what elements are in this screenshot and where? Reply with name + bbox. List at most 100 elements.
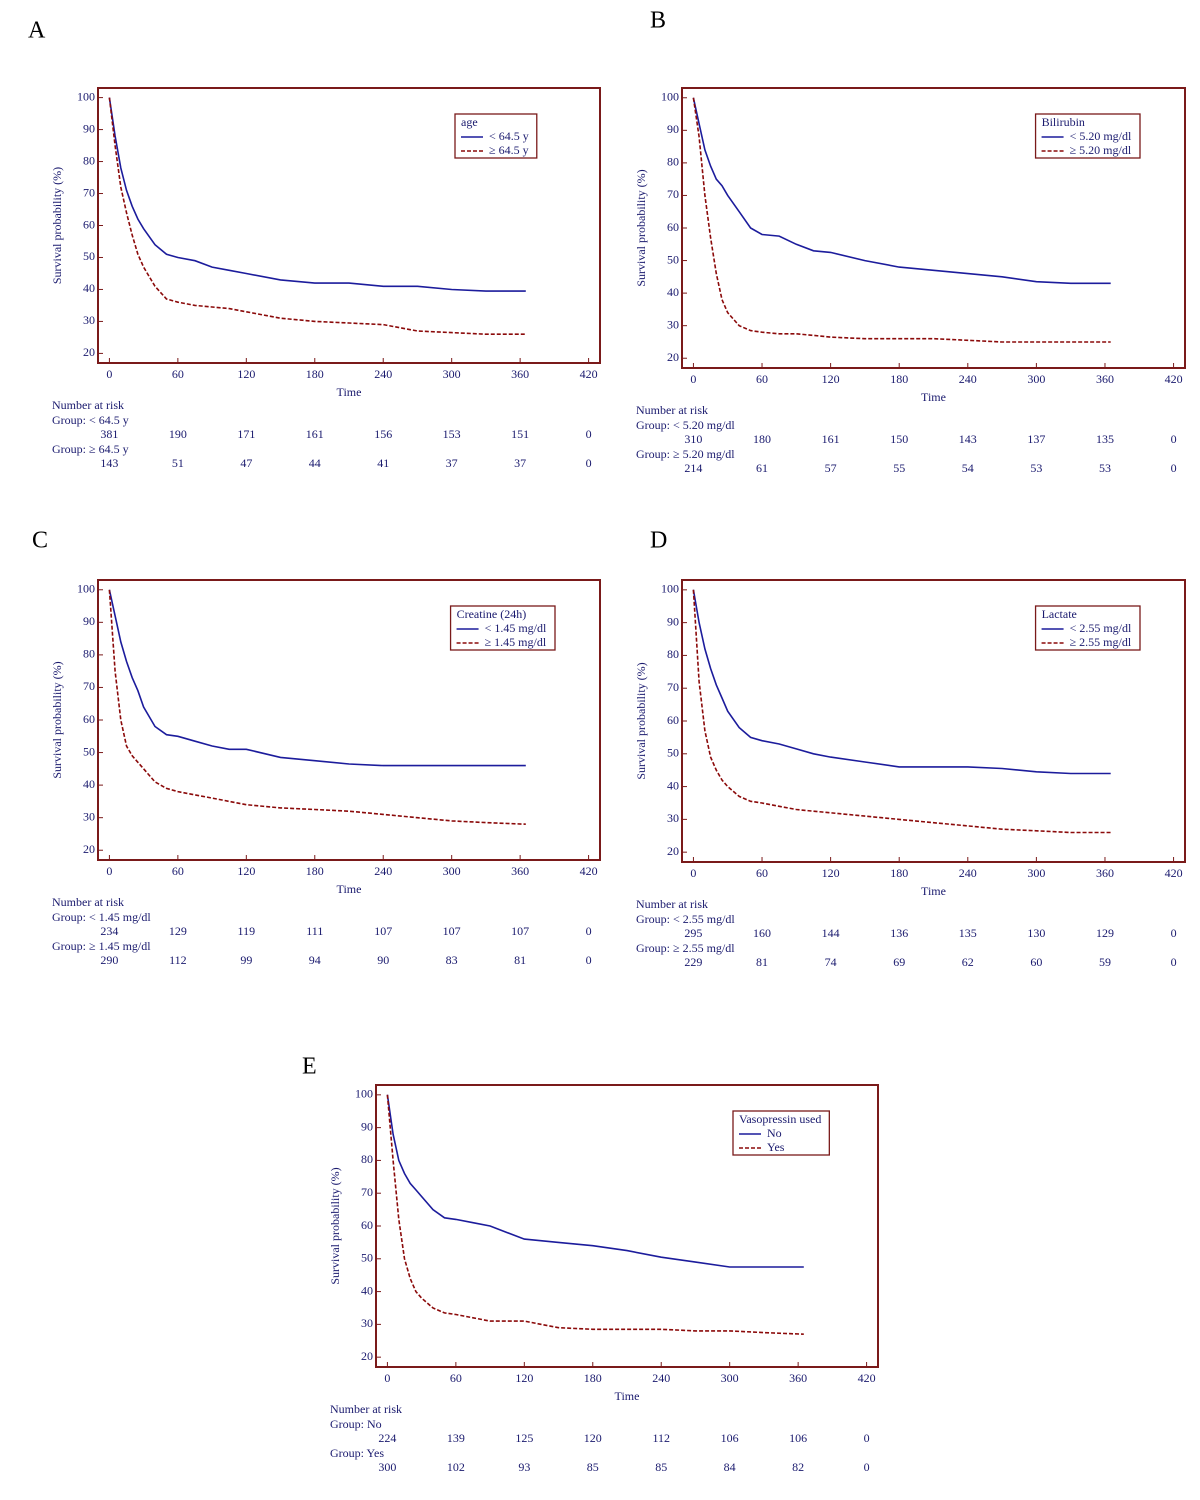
survival-curve [108,589,526,825]
y-tick-label: 80 [83,647,95,661]
risk-title: Number at risk [330,1402,402,1416]
legend-frame [449,605,556,651]
risk-group-label: Group: ≥ 1.45 mg/dl [52,939,151,953]
legend: Bilirubin< 5.20 mg/dl≥ 5.20 mg/dl [1034,113,1141,159]
legend-entry: < 5.20 mg/dl [1070,129,1132,143]
risk-count: 106 [789,1431,807,1445]
risk-group-label: Group: ≥ 2.55 mg/dl [636,941,735,955]
y-tick-label: 40 [667,285,679,299]
y-tick-label: 100 [77,582,95,596]
risk-title: Number at risk [52,895,124,909]
risk-count: 171 [237,427,255,441]
risk-count: 0 [1171,432,1177,446]
risk-count: 0 [1171,926,1177,940]
x-tick-label: 180 [306,367,324,381]
risk-count: 0 [586,924,592,938]
risk-group-label: Group: < 1.45 mg/dl [52,910,151,924]
risk-count: 0 [864,1460,870,1474]
risk-count: 156 [374,427,392,441]
legend-entry: < 1.45 mg/dl [485,621,547,635]
y-tick-label: 90 [83,121,95,135]
survival-curve [108,589,526,767]
risk-group-label: Group: Yes [330,1446,384,1460]
y-tick-label: 40 [361,1283,373,1297]
survival-curve [108,97,526,292]
panel: A 20 30 40 50 60 70 80 90 100 0 60 120 180 240 300 360 42… [28,18,601,470]
y-tick-label: 90 [667,614,679,628]
x-tick-label: 240 [374,367,392,381]
risk-count: 224 [378,1431,396,1445]
x-axis-title: Time [337,385,362,399]
x-tick-label: 300 [1027,372,1045,386]
y-tick-label: 50 [667,252,679,266]
risk-count: 234 [100,924,118,938]
legend-frame [1034,113,1141,159]
legend-entry: ≥ 1.45 mg/dl [485,635,547,649]
risk-count: 129 [169,924,187,938]
x-tick-label: 240 [652,1371,670,1385]
x-tick-label: 120 [822,866,840,880]
x-tick-label: 420 [1165,372,1183,386]
y-tick-label: 60 [667,713,679,727]
risk-count: 190 [169,427,187,441]
x-tick-label: 60 [450,1371,462,1385]
y-tick-label: 100 [77,89,95,103]
survival-curve [386,1094,804,1268]
y-tick-label: 50 [361,1251,373,1265]
survival-curve [108,97,526,335]
risk-count: 57 [825,461,837,475]
y-tick-label: 20 [667,350,679,364]
x-tick-label: 180 [890,372,908,386]
x-tick-label: 60 [756,372,768,386]
risk-count: 143 [100,456,118,470]
risk-count: 53 [1099,461,1111,475]
risk-count: 161 [822,432,840,446]
x-tick-label: 240 [959,866,977,880]
legend-frame [1034,605,1141,651]
y-tick-label: 40 [667,778,679,792]
risk-count: 381 [100,427,118,441]
panel-label: A [28,18,46,44]
y-tick-label: 90 [361,1119,373,1133]
risk-count: 112 [652,1431,670,1445]
risk-count: 180 [753,432,771,446]
x-tick-label: 180 [890,866,908,880]
legend-title: Vasopressin used [739,1112,821,1126]
risk-count: 90 [377,953,389,967]
risk-count: 107 [374,924,392,938]
y-tick-label: 60 [83,712,95,726]
risk-count: 62 [962,955,974,969]
risk-count: 94 [309,953,321,967]
risk-count: 139 [447,1431,465,1445]
y-tick-label: 90 [83,614,95,628]
legend: Creatine (24h)< 1.45 mg/dl≥ 1.45 mg/dl [449,605,556,651]
risk-count: 37 [514,456,526,470]
x-tick-label: 420 [580,864,598,878]
x-tick-label: 0 [106,864,112,878]
survival-curve [692,97,1111,285]
survival-curve [692,589,1111,775]
x-tick-label: 60 [756,866,768,880]
legend-entry: ≥ 5.20 mg/dl [1070,143,1132,157]
risk-count: 214 [684,461,702,475]
legend-entry: No [767,1126,782,1140]
y-tick-label: 100 [355,1087,373,1101]
y-axis-title: Survival probability (%) [50,661,64,778]
risk-count: 120 [584,1431,602,1445]
risk-group-label: Group: < 5.20 mg/dl [636,418,735,432]
risk-count: 112 [169,953,187,967]
risk-count: 81 [514,953,526,967]
risk-count: 53 [1030,461,1042,475]
risk-count: 69 [893,955,905,969]
y-tick-label: 30 [83,809,95,823]
y-tick-label: 40 [83,281,95,295]
risk-count: 161 [306,427,324,441]
risk-count: 99 [240,953,252,967]
y-tick-label: 80 [83,153,95,167]
legend-frame [732,1110,830,1156]
x-tick-label: 300 [443,864,461,878]
survival-curve [692,589,1111,834]
y-tick-label: 100 [661,582,679,596]
x-tick-label: 240 [959,372,977,386]
